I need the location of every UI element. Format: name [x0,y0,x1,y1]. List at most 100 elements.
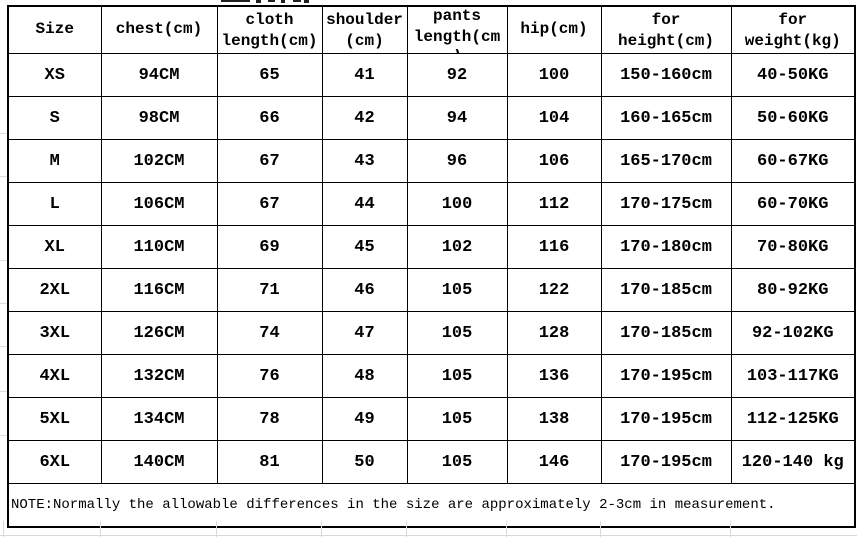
cell-hip: 106 [506,139,602,183]
cell-hip: 116 [506,225,602,269]
table-row: XL 110CM 69 45 102 116 170-180cm 70-80KG [7,225,856,269]
cell-hip: 146 [506,440,602,484]
cell-chest: 126CM [100,311,218,355]
header-line: for [778,10,808,29]
cell-size: XL [7,225,102,269]
cell-hip: 138 [506,397,602,441]
cell-cloth-length: 66 [216,96,323,140]
header-line-clipped: ) [452,49,462,53]
header-line: for [651,10,681,29]
header-line: chest(cm) [115,19,203,38]
cell-cloth-length: 65 [216,53,323,97]
column-header-chest: chest(cm) [100,5,218,54]
note-row: NOTE:Normally the allowable differences … [7,483,856,527]
column-header-shoulder: shoulder (cm) [321,5,408,54]
cell-shoulder: 49 [321,397,408,441]
table-row: 6XL 140CM 81 50 105 146 170-195cm 120-14… [7,440,856,484]
cell-chest: 98CM [100,96,218,140]
cell-size: L [7,182,102,226]
cell-size: S [7,96,102,140]
cell-weight-range: 70-80KG [730,225,856,269]
cell-height-range: 165-170cm [600,139,732,183]
gridline [216,521,217,537]
cell-shoulder: 41 [321,53,408,97]
cell-chest: 94CM [100,53,218,97]
gridline [321,521,322,537]
cell-weight-range: 60-70KG [730,182,856,226]
gridline [0,133,7,134]
gridline [600,521,601,537]
cell-cloth-length: 69 [216,225,323,269]
cell-pants-length: 94 [406,96,508,140]
gridline [0,303,7,304]
cell-size: 4XL [7,354,102,398]
cell-cloth-length: 67 [216,182,323,226]
table-row: 4XL 132CM 76 48 105 136 170-195cm 103-11… [7,354,856,398]
gridline [100,521,101,537]
cell-pants-length: 105 [406,354,508,398]
cell-weight-range: 112-125KG [730,397,856,441]
gridline [0,391,7,392]
cell-cloth-length: 78 [216,397,323,441]
cell-pants-length: 102 [406,225,508,269]
cell-weight-range: 40-50KG [730,53,856,97]
cell-hip: 112 [506,182,602,226]
cell-chest: 116CM [100,268,218,312]
cell-height-range: 160-165cm [600,96,732,140]
table-row: L 106CM 67 44 100 112 170-175cm 60-70KG [7,182,856,226]
cell-size: M [7,139,102,183]
cell-chest: 140CM [100,440,218,484]
cell-hip: 100 [506,53,602,97]
cell-chest: 106CM [100,182,218,226]
cell-pants-length: 100 [406,182,508,226]
cell-weight-range: 103-117KG [730,354,856,398]
cell-size: 5XL [7,397,102,441]
gridline [3,521,4,537]
cell-chest: 132CM [100,354,218,398]
table-row: M 102CM 67 43 96 106 165-170cm 60-67KG [7,139,856,183]
cell-height-range: 150-160cm [600,53,732,97]
cell-height-range: 170-195cm [600,440,732,484]
gridline [0,346,7,347]
cell-height-range: 170-195cm [600,397,732,441]
cell-hip: 122 [506,268,602,312]
cell-weight-range: 92-102KG [730,311,856,355]
header-line: (cm) [345,31,384,50]
cell-shoulder: 47 [321,311,408,355]
cell-size: XS [7,53,102,97]
cell-pants-length: 105 [406,440,508,484]
clipped-title-mark [256,0,261,3]
column-header-height: for height(cm) [600,5,732,54]
clipped-title-mark [221,0,250,2]
clipped-title-mark [293,0,301,2]
header-line: Size [35,19,74,38]
cell-hip: 136 [506,354,602,398]
header-row: Size chest(cm) cloth length(cm) shoulder (… [7,5,856,54]
header-line: shoulder [326,10,403,29]
note-text: NOTE:Normally the allowable differences … [7,483,856,527]
cell-cloth-length: 74 [216,311,323,355]
cell-pants-length: 92 [406,53,508,97]
cell-pants-length: 105 [406,268,508,312]
cell-chest: 134CM [100,397,218,441]
header-line: weight(kg) [744,31,841,50]
cell-chest: 110CM [100,225,218,269]
header-line: pants [432,7,481,25]
cell-shoulder: 48 [321,354,408,398]
cell-height-range: 170-175cm [600,182,732,226]
gridline [0,176,7,177]
cell-cloth-length: 76 [216,354,323,398]
table-row: 3XL 126CM 74 47 105 128 170-185cm 92-102… [7,311,856,355]
column-header-hip: hip(cm) [506,5,602,54]
cell-height-range: 170-185cm [600,268,732,312]
cell-hip: 104 [506,96,602,140]
cell-size: 2XL [7,268,102,312]
table-row: S 98CM 66 42 94 104 160-165cm 50-60KG [7,96,856,140]
column-header-size: Size [7,5,102,54]
clipped-title-mark [268,0,275,2]
cell-height-range: 170-185cm [600,311,732,355]
cell-chest: 102CM [100,139,218,183]
size-chart-table: Size chest(cm) cloth length(cm) shoulder (… [7,5,856,528]
gridline [0,260,7,261]
